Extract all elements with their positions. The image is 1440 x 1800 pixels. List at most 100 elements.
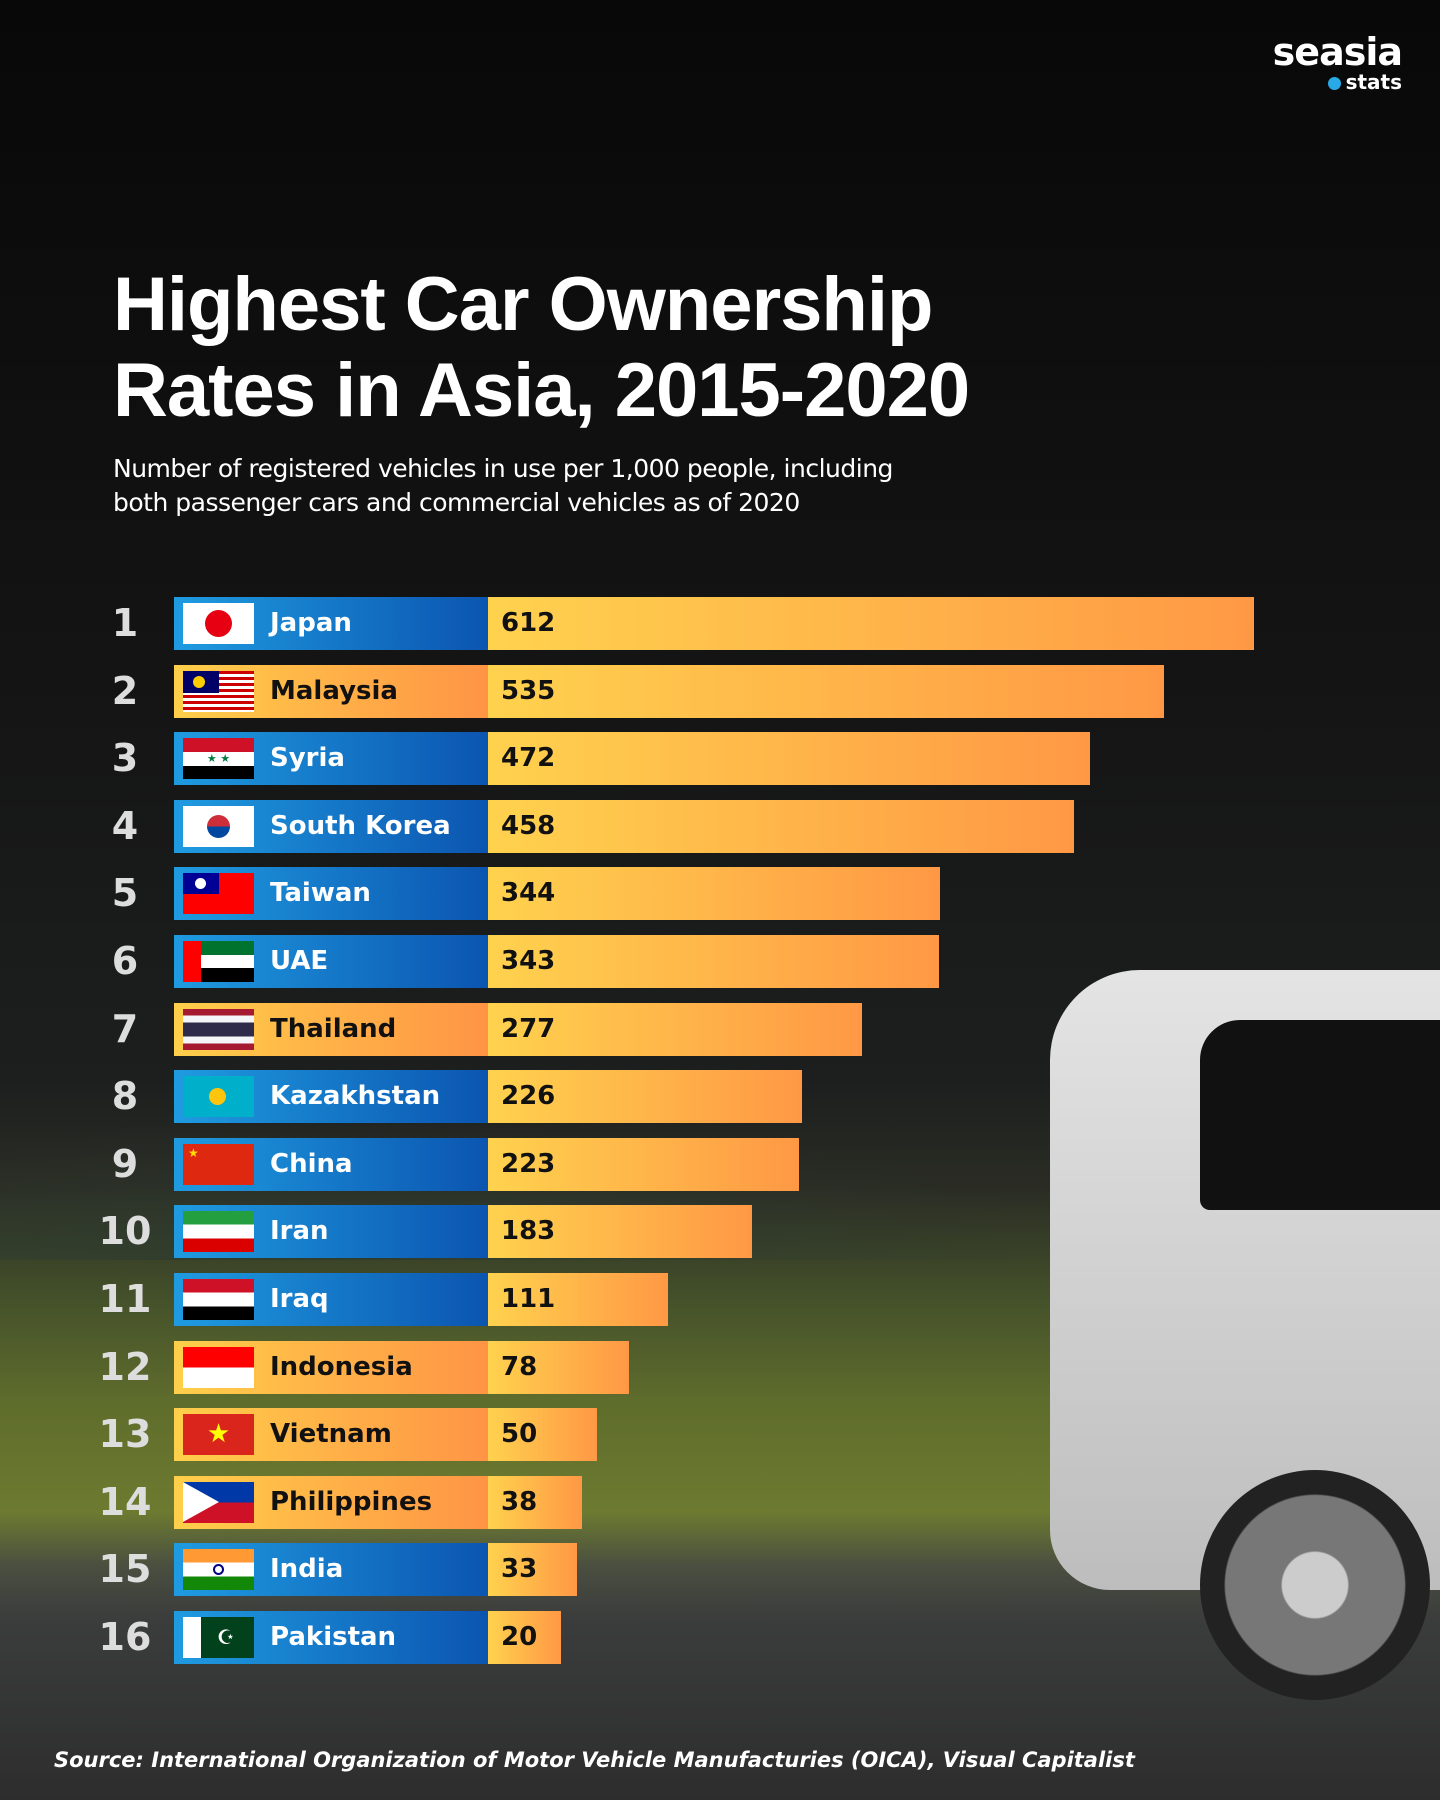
country-name: Kazakhstan <box>270 1081 441 1112</box>
subtitle: Number of registered vehicles in use per… <box>113 452 1013 520</box>
rank-label: 8 <box>111 1074 139 1119</box>
source-note: Source: International Organization of Mo… <box>54 1748 1135 1772</box>
rank-label: 7 <box>111 1006 139 1051</box>
value-label: 343 <box>501 946 556 976</box>
country-label-box: Taiwan <box>174 867 488 921</box>
bar-row-pakistan: 16 ☪ Pakistan 20 <box>0 1611 1440 1664</box>
value-label: 458 <box>501 810 556 841</box>
country-name: Japan <box>270 608 352 638</box>
value-label: 612 <box>501 608 556 638</box>
value-label: 226 <box>501 1081 556 1112</box>
country-label-box: Indonesia <box>174 1340 488 1394</box>
bar-china: 223 <box>488 1137 799 1191</box>
bar-indonesia: 78 <box>488 1340 630 1394</box>
value-label: 111 <box>501 1284 556 1314</box>
flag-china-icon: ★ <box>183 1143 254 1185</box>
bar-uae: 343 <box>488 935 940 988</box>
brand-dot-icon <box>1327 77 1341 90</box>
value-label: 472 <box>501 743 556 774</box>
rank-label: 10 <box>98 1209 152 1254</box>
page-title: Highest Car Ownership Rates in Asia, 2015… <box>113 262 970 434</box>
bar-row-china: 9 ★ China 223 <box>0 1137 1440 1191</box>
country-name: China <box>270 1148 353 1179</box>
flag-pakistan-icon: ☪ <box>183 1617 254 1658</box>
value-label: 38 <box>501 1486 538 1517</box>
flag-uae-icon <box>183 941 254 982</box>
bar-iraq: 111 <box>488 1273 668 1326</box>
country-label-box: Japan <box>174 597 488 650</box>
country-name: Syria <box>270 743 345 774</box>
country-label-box: UAE <box>174 935 488 988</box>
subtitle-line-1: Number of registered vehicles in use per… <box>113 454 893 483</box>
flag-iran-icon <box>183 1211 254 1253</box>
bar-row-uae: 6 UAE 343 <box>0 935 1440 988</box>
brand-sub: stats <box>1345 70 1402 94</box>
rank-label: 15 <box>98 1547 152 1592</box>
flag-india-icon <box>183 1549 254 1591</box>
country-name: Malaysia <box>270 675 398 706</box>
country-name: Philippines <box>270 1486 433 1517</box>
country-name: Iran <box>270 1216 329 1247</box>
rank-label: 13 <box>98 1412 152 1457</box>
country-name: Thailand <box>270 1013 397 1044</box>
rank-label: 16 <box>98 1615 152 1659</box>
value-label: 277 <box>501 1013 556 1044</box>
country-label-box: ★ ★ Syria <box>174 732 488 786</box>
flag-malaysia-icon <box>183 670 254 712</box>
country-label-box: Thailand <box>174 1002 488 1056</box>
bar-kazakhstan: 226 <box>488 1070 803 1124</box>
country-label-box: Iraq <box>174 1273 488 1326</box>
country-label-box: India <box>174 1543 488 1597</box>
bar-syria: 472 <box>488 732 1091 786</box>
country-name: Iraq <box>270 1284 329 1314</box>
bar-row-kazakhstan: 8 Kazakhstan 226 <box>0 1070 1440 1124</box>
country-label-box: Kazakhstan <box>174 1070 488 1124</box>
car-wheel <box>1200 1470 1430 1700</box>
country-name: India <box>270 1554 344 1585</box>
country-label-box: ★ Vietnam <box>174 1408 488 1462</box>
country-label-box: Iran <box>174 1205 488 1259</box>
bar-row-iraq: 11 Iraq 111 <box>0 1273 1440 1326</box>
bar-row-thailand: 7 Thailand 277 <box>0 1002 1440 1056</box>
rank-label: 3 <box>111 736 139 781</box>
rank-label: 5 <box>111 871 139 916</box>
value-label: 78 <box>501 1351 538 1382</box>
bar-iran: 183 <box>488 1205 753 1259</box>
country-name: South Korea <box>270 810 451 841</box>
flag-syria-icon: ★ ★ <box>183 738 254 780</box>
flag-kazakhstan-icon <box>183 1076 254 1118</box>
bar-row-vietnam: 13 ★ Vietnam 50 <box>0 1408 1440 1462</box>
bar-vietnam: 50 <box>488 1408 597 1462</box>
country-name: Vietnam <box>270 1419 392 1450</box>
flag-indonesia-icon <box>183 1346 254 1388</box>
bar-south-korea: 458 <box>488 799 1074 853</box>
flag-taiwan-icon <box>183 873 254 915</box>
flag-iraq-icon <box>183 1279 254 1320</box>
subtitle-line-2: both passenger cars and commercial vehic… <box>113 488 800 517</box>
country-label-box: ☪ Pakistan <box>174 1611 488 1664</box>
brand-name: seasia <box>1272 30 1403 74</box>
country-name: Pakistan <box>270 1622 397 1652</box>
bar-pakistan: 20 <box>488 1611 562 1664</box>
country-label-box: Malaysia <box>174 664 488 718</box>
bar-taiwan: 344 <box>488 867 941 921</box>
bar-india: 33 <box>488 1543 577 1597</box>
bar-row-south-korea: 4 South Korea 458 <box>0 799 1440 853</box>
bar-row-japan: 1 Japan 612 <box>0 597 1440 650</box>
title-line-1: Highest Car Ownership <box>113 262 933 347</box>
country-name: UAE <box>270 946 329 976</box>
rank-label: 9 <box>111 1141 139 1186</box>
value-label: 535 <box>501 675 556 706</box>
title-line-2: Rates in Asia, 2015-2020 <box>113 348 970 433</box>
rank-label: 11 <box>98 1277 152 1321</box>
bar-malaysia: 535 <box>488 664 1164 718</box>
value-label: 50 <box>501 1419 538 1450</box>
country-name: Indonesia <box>270 1351 413 1382</box>
country-name: Taiwan <box>270 878 371 909</box>
value-label: 183 <box>501 1216 556 1247</box>
country-label-box: Philippines <box>174 1475 488 1529</box>
bar-philippines: 38 <box>488 1475 583 1529</box>
rank-label: 1 <box>111 601 139 645</box>
flag-vietnam-icon: ★ <box>183 1414 254 1456</box>
flag-philippines-icon <box>183 1481 254 1523</box>
